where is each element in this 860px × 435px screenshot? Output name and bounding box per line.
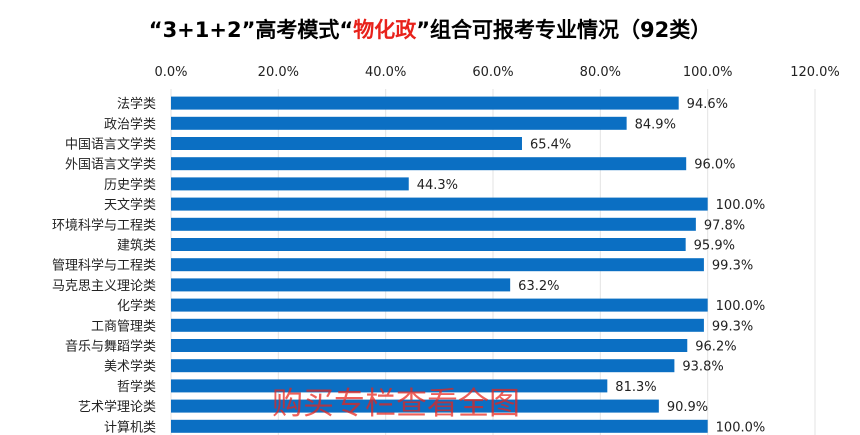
x-tick-label: 20.0% [258, 65, 299, 80]
x-tick-label: 100.0% [683, 65, 733, 80]
data-label: 94.6% [687, 97, 728, 112]
category-label: 哲学类 [117, 379, 156, 395]
bar [171, 217, 696, 231]
category-label: 建筑类 [117, 238, 156, 254]
category-label: 法学类 [117, 96, 156, 112]
bar [171, 379, 608, 393]
category-label: 天文学类 [104, 197, 156, 213]
category-label: 艺术学理论类 [78, 399, 156, 415]
data-label: 99.3% [712, 259, 753, 274]
bar [171, 137, 522, 150]
bar [171, 419, 708, 433]
bar [171, 318, 704, 332]
bar [171, 96, 679, 110]
category-label: 政治学类 [104, 116, 156, 132]
bar [171, 116, 627, 130]
data-label: 95.9% [694, 239, 735, 254]
data-label: 84.9% [635, 117, 676, 132]
category-label: 工商管理类 [91, 319, 156, 334]
data-label: 90.9% [667, 400, 708, 415]
bar [171, 258, 704, 272]
category-label: 中国语言文学类 [65, 137, 156, 153]
data-label: 81.3% [615, 380, 656, 395]
bar [171, 197, 708, 211]
x-tick-label: 40.0% [365, 65, 406, 80]
title-prefix: “3+1+2”高考模式“ [148, 18, 354, 42]
data-label: 100.0% [716, 420, 766, 435]
chart-title: “3+1+2”高考模式“物化政”组合可报考专业情况（92类） [0, 14, 860, 44]
data-label: 93.8% [682, 360, 723, 375]
bar [171, 339, 688, 352]
bar [171, 238, 686, 251]
bar [171, 278, 511, 292]
bar [171, 157, 687, 171]
data-label: 63.2% [518, 279, 559, 294]
bar [171, 359, 675, 373]
data-label: 65.4% [530, 138, 571, 153]
category-label: 环境科学与工程类 [52, 217, 156, 233]
category-label: 马克思主义理论类 [52, 279, 156, 294]
bar [171, 399, 659, 413]
data-label: 96.2% [695, 340, 736, 355]
category-label: 音乐与舞蹈学类 [65, 339, 156, 355]
data-label: 100.0% [716, 299, 766, 314]
category-label: 美术学类 [104, 359, 156, 375]
category-label: 外国语言文学类 [65, 157, 156, 173]
x-tick-label: 80.0% [580, 65, 621, 80]
data-label: 96.0% [694, 158, 735, 173]
data-label: 97.8% [704, 218, 745, 233]
data-label: 100.0% [716, 198, 766, 213]
category-label: 管理科学与工程类 [52, 258, 156, 274]
category-label: 化学类 [117, 298, 156, 314]
category-label: 历史学类 [104, 177, 156, 193]
bar [171, 177, 409, 191]
category-label: 计算机类 [104, 420, 156, 435]
bar [171, 298, 708, 312]
x-tick-label: 120.0% [790, 65, 840, 80]
data-label: 99.3% [712, 319, 753, 334]
x-tick-label: 60.0% [472, 65, 513, 80]
title-highlight: 物化政 [353, 18, 417, 42]
title-suffix: ”组合可报考专业情况（92类） [416, 18, 712, 42]
x-tick-label: 0.0% [154, 65, 187, 80]
data-label: 44.3% [417, 178, 458, 193]
